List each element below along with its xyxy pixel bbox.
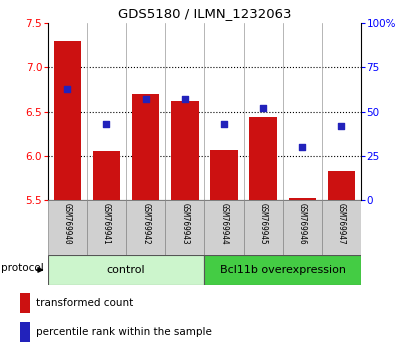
Text: GSM769946: GSM769946	[298, 203, 307, 244]
Point	[64, 86, 71, 91]
Bar	[322, 200, 361, 255]
Text: GSM769943: GSM769943	[180, 203, 189, 244]
Bar	[132, 94, 159, 200]
Text: GSM769947: GSM769947	[337, 203, 346, 244]
Text: GSM769941: GSM769941	[102, 203, 111, 244]
Bar	[126, 200, 165, 255]
Bar	[283, 200, 322, 255]
Bar	[20, 322, 30, 342]
Text: Bcl11b overexpression: Bcl11b overexpression	[220, 265, 346, 275]
Text: protocol: protocol	[1, 263, 44, 273]
Bar	[328, 171, 355, 200]
Point	[338, 123, 345, 129]
Text: GSM769944: GSM769944	[220, 203, 229, 244]
Bar	[48, 200, 87, 255]
Bar	[165, 200, 204, 255]
Text: GSM769942: GSM769942	[141, 203, 150, 244]
Point	[299, 144, 305, 150]
Bar	[54, 41, 81, 200]
Bar	[48, 255, 205, 285]
Bar	[205, 200, 244, 255]
Text: percentile rank within the sample: percentile rank within the sample	[36, 327, 212, 337]
Bar	[93, 152, 120, 200]
Bar	[205, 255, 361, 285]
Bar	[249, 117, 277, 200]
Bar	[20, 293, 30, 313]
Bar	[171, 101, 198, 200]
Point	[103, 121, 110, 127]
Point	[142, 96, 149, 102]
Title: GDS5180 / ILMN_1232063: GDS5180 / ILMN_1232063	[117, 7, 291, 21]
Point	[260, 105, 266, 111]
Bar	[288, 198, 316, 200]
Text: control: control	[107, 265, 145, 275]
Text: transformed count: transformed count	[36, 298, 134, 308]
Bar	[244, 200, 283, 255]
Point	[221, 121, 227, 127]
Point	[181, 96, 188, 102]
Text: GSM769940: GSM769940	[63, 203, 72, 244]
Text: GSM769945: GSM769945	[259, 203, 268, 244]
Bar	[210, 150, 238, 200]
Bar	[87, 200, 126, 255]
